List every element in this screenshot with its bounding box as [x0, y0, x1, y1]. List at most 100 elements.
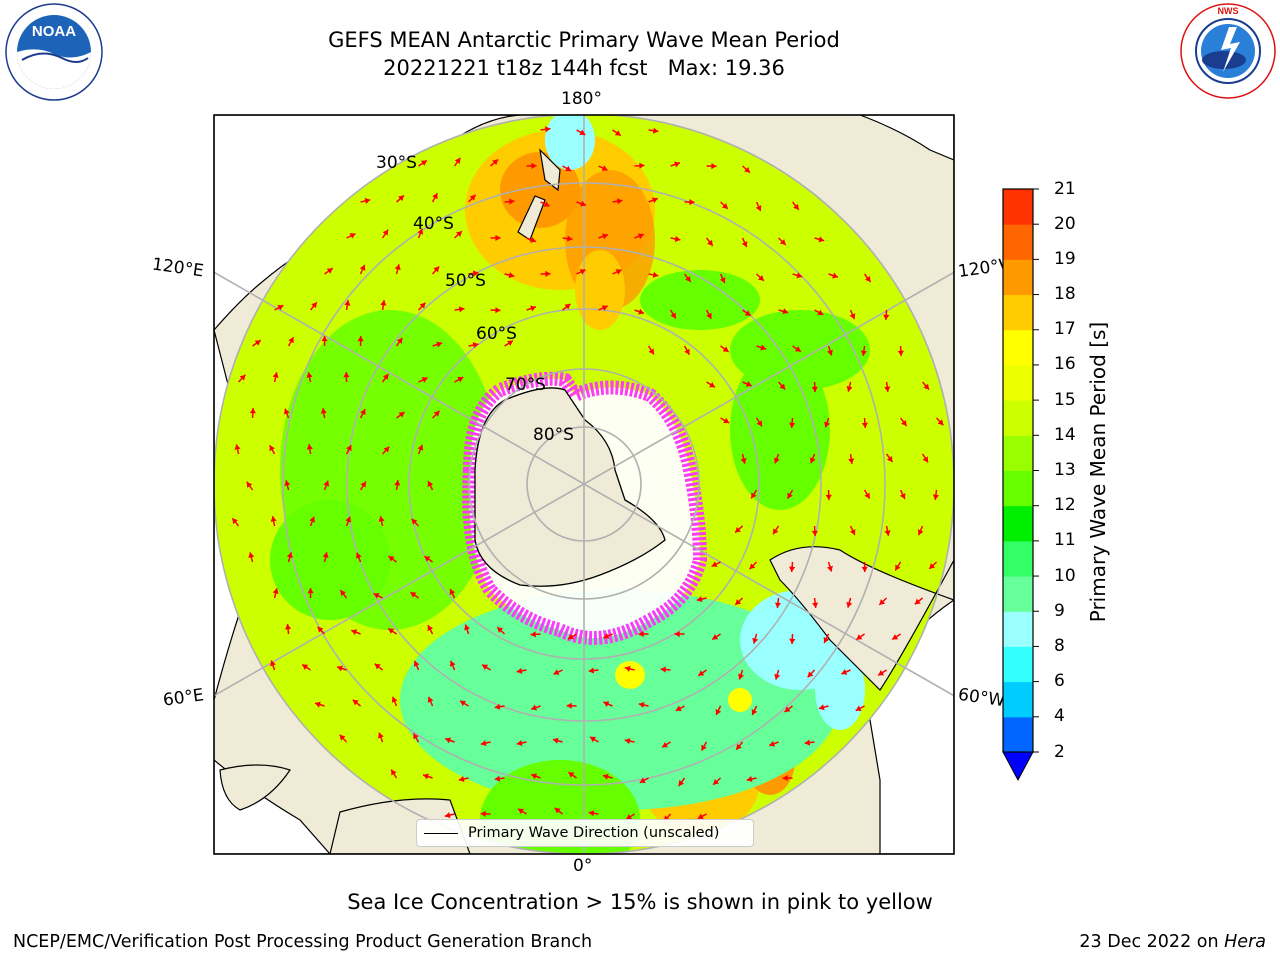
- wave-arrow-head: [394, 480, 401, 486]
- lat-label-70s: 70°S: [505, 375, 546, 395]
- wave-arrow-head: [530, 631, 536, 638]
- wave-arrow-head: [760, 344, 767, 351]
- wave-arrow-head: [423, 773, 429, 780]
- wave-arrow-head: [420, 160, 427, 166]
- wave-arrow-head: [846, 601, 853, 608]
- wave-arrow-head: [249, 408, 256, 414]
- wave-arrow-head: [675, 705, 682, 712]
- wave-arrow-head: [580, 200, 586, 207]
- wave-arrow-head: [614, 130, 621, 136]
- wave-arrow-head: [531, 162, 537, 169]
- colorbar-segment: [1003, 540, 1033, 577]
- wave-arrow-head: [554, 807, 561, 814]
- wave-arrow-head: [670, 312, 676, 319]
- wave-arrow-head: [864, 492, 870, 499]
- wave-arrow-head: [340, 590, 347, 597]
- wave-arrow-head: [322, 552, 329, 558]
- wave-arrow-head: [398, 412, 405, 418]
- wave-arrow-head: [689, 199, 695, 206]
- wave-arrow-head: [626, 813, 633, 820]
- wave-arrow-head: [421, 377, 428, 383]
- wave-arrow-head: [270, 516, 277, 522]
- wave-arrow-head: [638, 308, 644, 315]
- wave-arrow-head: [339, 734, 346, 741]
- wave-arrow-head: [284, 624, 292, 630]
- wave-arrow-head: [413, 733, 419, 740]
- wave-arrow-head: [855, 705, 862, 711]
- colorbar-segment: [1003, 224, 1033, 260]
- wave-arrow-head: [272, 588, 279, 594]
- colorbar-tick-label: 6: [1054, 671, 1065, 692]
- wave-arrow-head: [410, 592, 417, 598]
- colorbar-tick-label: 15: [1054, 389, 1076, 410]
- wave-arrow-head: [638, 630, 644, 638]
- wave-arrow-head: [352, 699, 359, 706]
- wave-arrow-head: [804, 739, 811, 746]
- wave-arrow-head: [472, 342, 479, 349]
- colorbar-tick-label: 20: [1054, 213, 1076, 234]
- wave-arrow-head: [789, 638, 796, 644]
- wave-arrow-head: [879, 599, 886, 605]
- wave-arrow-head: [738, 673, 744, 680]
- wave-arrow-head: [517, 808, 524, 815]
- wave-arrow-head: [624, 665, 631, 672]
- wave-arrow-head: [248, 552, 255, 559]
- wave-arrow-head: [744, 166, 751, 173]
- wave-arrow-head: [678, 780, 685, 787]
- wave-arrow-head: [436, 341, 443, 348]
- wave-arrow-head: [715, 708, 722, 715]
- wave-arrow-head: [346, 445, 352, 452]
- wave-arrow-head: [444, 812, 451, 819]
- wave-arrow-head: [286, 552, 293, 559]
- wave-arrow-head: [373, 593, 380, 599]
- wave-arrow-head: [637, 233, 644, 240]
- wave-arrow-head: [588, 667, 595, 674]
- wave-arrow-head: [380, 300, 387, 306]
- wave-arrow-head: [288, 337, 294, 344]
- wave-arrow-head: [740, 458, 747, 464]
- wave-arrow-head: [492, 159, 499, 166]
- footer-branch: NCEP/EMC/Verification Post Processing Pr…: [13, 932, 593, 952]
- wave-arrow-head: [895, 564, 901, 571]
- wave-arrow-head: [433, 266, 440, 273]
- wave-arrow-head: [774, 673, 781, 680]
- wave-arrow-head: [417, 444, 424, 451]
- wave-arrow-head: [864, 276, 871, 283]
- map-legend: Primary Wave Direction (unscaled): [416, 819, 754, 847]
- wave-arrow-head: [507, 340, 514, 347]
- wave-arrow-head: [809, 457, 816, 464]
- wave-arrow-head: [861, 566, 868, 572]
- wave-arrow-head: [856, 634, 863, 640]
- wave-arrow-head: [427, 696, 434, 703]
- wave-arrow-head: [552, 737, 559, 744]
- wave-arrow-head: [568, 633, 575, 640]
- noaa-logo: NOAA: [5, 3, 103, 101]
- wave-arrow-head: [589, 736, 596, 743]
- wave-arrow-head: [900, 420, 907, 426]
- wave-arrow-head: [311, 302, 317, 309]
- wave-arrow-head: [652, 127, 659, 134]
- wave-arrow-head: [588, 810, 595, 817]
- wave-arrow-head: [531, 704, 537, 711]
- wave-arrow-head: [684, 348, 690, 355]
- wave-arrow-head: [662, 741, 669, 748]
- wave-arrow-head: [709, 381, 716, 388]
- wave-arrow-head: [779, 383, 786, 390]
- wave-arrow-head: [603, 701, 610, 707]
- colorbar-tick-label: 14: [1054, 424, 1076, 445]
- wave-arrow-head: [239, 374, 246, 381]
- wave-arrow-head: [364, 197, 371, 204]
- wave-arrow-head: [899, 493, 906, 500]
- wave-arrow-head: [685, 275, 691, 282]
- lat-label-50s: 50°S: [445, 271, 486, 291]
- wave-arrow-head: [427, 481, 434, 488]
- wave-arrow-head: [784, 706, 791, 712]
- wave-arrow-head: [398, 195, 405, 202]
- wave-arrow-head: [818, 236, 825, 243]
- wave-arrow-head: [651, 197, 658, 204]
- colorbar-segment: [1003, 400, 1033, 436]
- wave-arrow-head: [701, 744, 707, 751]
- colorbar-tick-label: 11: [1054, 530, 1076, 551]
- wave-arrow-head: [579, 129, 586, 136]
- wave-arrow-head: [751, 492, 757, 499]
